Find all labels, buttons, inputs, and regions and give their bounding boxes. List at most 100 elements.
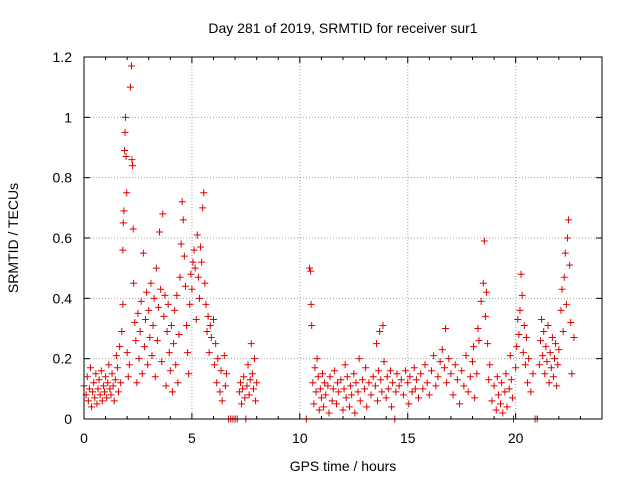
data-point [354, 388, 362, 396]
data-point [106, 385, 114, 393]
data-point [524, 379, 532, 387]
data-point [307, 300, 315, 308]
data-point [148, 352, 156, 360]
data-point [558, 285, 566, 293]
data-point [149, 321, 157, 329]
data-point [566, 261, 574, 269]
data-point [129, 225, 137, 233]
data-point [313, 355, 321, 363]
x-tick-label: 10 [292, 430, 308, 446]
data-point [113, 364, 121, 372]
data-point [126, 83, 134, 91]
data-point [204, 312, 212, 320]
data-point [160, 312, 168, 320]
data-point [442, 325, 450, 332]
data-point [328, 397, 336, 405]
data-point [374, 397, 382, 405]
data-point [206, 321, 214, 329]
data-point [310, 400, 318, 408]
data-point [568, 370, 576, 378]
data-point [485, 376, 493, 384]
y-tick-label: 0.8 [53, 170, 73, 186]
data-point [548, 334, 556, 342]
data-point [197, 243, 205, 251]
data-point [216, 388, 224, 396]
data-point [333, 400, 341, 408]
data-point [557, 306, 565, 314]
data-point [235, 388, 243, 396]
data-point [436, 358, 444, 366]
data-point [432, 382, 440, 390]
data-point [514, 315, 522, 323]
data-point [560, 273, 568, 281]
data-point [343, 373, 351, 381]
data-point [563, 234, 571, 242]
data-point [104, 379, 112, 387]
data-point [103, 394, 111, 402]
data-point [163, 328, 171, 336]
data-point [405, 400, 413, 408]
data-points [80, 62, 578, 423]
data-point [498, 379, 506, 387]
data-point [306, 264, 314, 272]
data-point [134, 309, 142, 317]
data-point [518, 291, 526, 299]
data-point [124, 373, 132, 381]
data-point [135, 355, 143, 363]
data-point [122, 153, 130, 161]
data-point [138, 370, 146, 378]
data-point [96, 391, 104, 399]
data-point [404, 379, 412, 387]
data-point [240, 373, 248, 381]
data-point [151, 373, 159, 381]
data-point [143, 288, 151, 296]
data-point [174, 379, 182, 387]
data-point [207, 334, 215, 342]
data-point [447, 370, 455, 378]
data-point [175, 331, 183, 339]
data-point [543, 358, 551, 366]
data-point [481, 312, 489, 320]
data-point [545, 379, 553, 387]
data-point [324, 382, 332, 390]
data-point [150, 294, 158, 302]
data-point [386, 367, 394, 375]
data-point [502, 370, 510, 378]
data-point [365, 379, 373, 387]
data-point [565, 216, 573, 224]
data-point [337, 376, 345, 384]
data-point [389, 379, 397, 387]
x-tick-label: 0 [80, 430, 88, 446]
data-point [562, 300, 570, 308]
data-point [171, 306, 179, 314]
data-point [130, 279, 138, 287]
data-point [121, 113, 129, 121]
data-point [362, 364, 370, 372]
data-point [119, 246, 127, 254]
data-point [506, 352, 514, 360]
data-point [176, 273, 184, 281]
data-point [419, 385, 427, 393]
data-point [351, 409, 359, 417]
data-point [493, 373, 501, 381]
data-point [200, 189, 208, 197]
data-point [380, 358, 388, 366]
data-point [156, 228, 164, 236]
data-point [140, 343, 148, 351]
data-point [320, 403, 328, 411]
y-tick-label: 1 [64, 109, 72, 125]
data-point [546, 349, 554, 357]
data-point [519, 349, 527, 357]
data-point [395, 382, 403, 390]
data-point [497, 400, 505, 408]
data-point [252, 397, 260, 405]
data-point [475, 337, 483, 345]
data-point [415, 394, 423, 402]
data-point [248, 370, 256, 378]
data-point [393, 370, 401, 378]
data-point [321, 379, 329, 387]
data-point [335, 388, 343, 396]
data-point [112, 352, 120, 360]
data-point [515, 331, 523, 339]
data-point [158, 358, 166, 366]
